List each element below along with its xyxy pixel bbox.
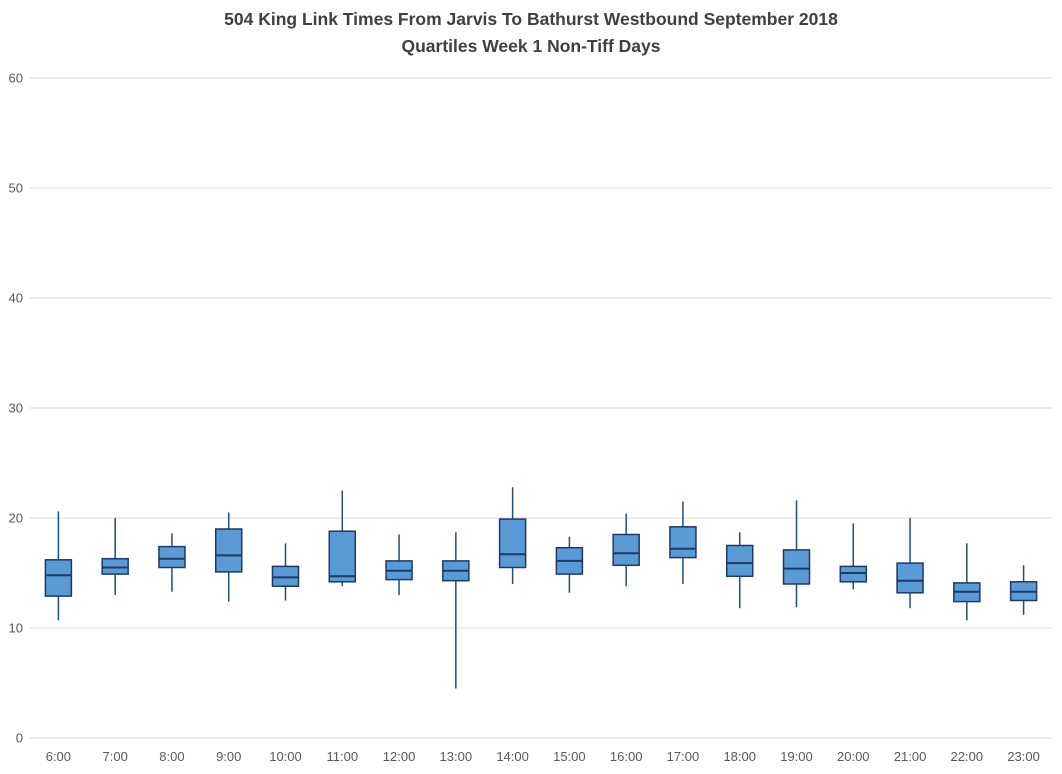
y-tick-label-10: 10 [9,621,23,636]
box-14:00 [498,518,527,569]
x-tick-label-20:00: 20:00 [837,749,870,764]
x-tick-label-16:00: 16:00 [610,749,643,764]
x-tick-label-8:00: 8:00 [159,749,184,764]
chart-title: 504 King Link Times From Jarvis To Bathu… [0,6,1062,60]
box-17:00 [669,526,697,559]
box-7:00 [101,557,129,575]
x-tick-label-7:00: 7:00 [103,749,128,764]
x-tick-label-13:00: 13:00 [440,749,473,764]
x-tick-label-19:00: 19:00 [780,749,813,764]
x-tick-label-10:00: 10:00 [269,749,302,764]
x-tick-label-14:00: 14:00 [496,749,529,764]
y-tick-label-40: 40 [9,291,23,306]
x-tick-label-21:00: 21:00 [894,749,927,764]
box-19:00 [782,549,811,585]
chart-title-line2: Quartiles Week 1 Non-Tiff Days [401,36,661,56]
x-tick-label-9:00: 9:00 [216,749,241,764]
box-21:00 [896,562,924,594]
box-8:00 [158,545,186,569]
y-tick-label-60: 60 [9,71,23,86]
x-tick-label-22:00: 22:00 [951,749,984,764]
x-tick-label-18:00: 18:00 [723,749,756,764]
box-18:00 [725,544,754,578]
y-tick-label-50: 50 [9,181,23,196]
y-tick-label-0: 0 [16,731,23,746]
x-tick-label-12:00: 12:00 [383,749,416,764]
box-9:00 [214,528,243,573]
x-tick-label-17:00: 17:00 [667,749,700,764]
x-tick-label-15:00: 15:00 [553,749,586,764]
x-tick-label-6:00: 6:00 [46,749,71,764]
box-10:00 [271,565,300,587]
box-16:00 [612,533,640,567]
chart-title-line1: 504 King Link Times From Jarvis To Bathu… [224,9,838,29]
x-tick-label-11:00: 11:00 [326,749,358,764]
box-20:00 [839,565,868,583]
box-11:00 [328,530,357,583]
y-tick-label-20: 20 [9,511,23,526]
x-tick-label-23:00: 23:00 [1007,749,1040,764]
y-tick-label-30: 30 [9,401,23,416]
box-6:00 [44,559,73,597]
